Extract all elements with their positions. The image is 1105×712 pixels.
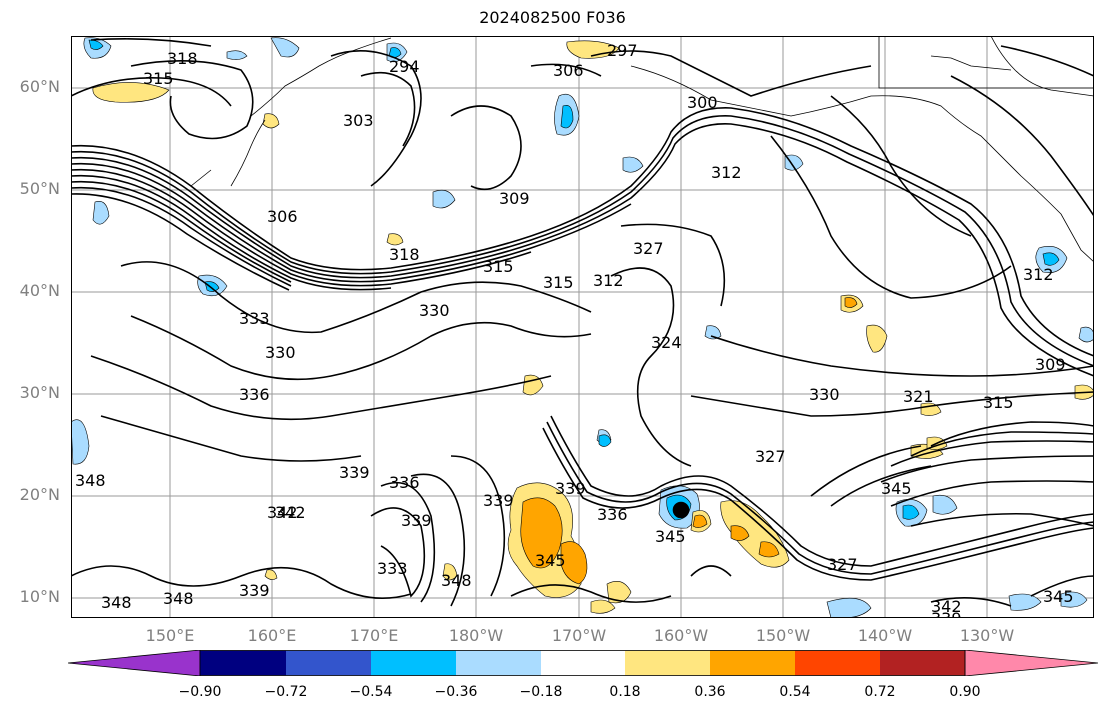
colorbar-extend-low [68,650,201,676]
contour-label: 309 [499,189,530,208]
shaded-patches [71,37,1094,618]
contour-label: 339 [931,609,962,618]
contour-label: 348 [101,593,132,612]
contour-label: 315 [983,393,1014,412]
lat-label-20n: 20°N [19,485,60,504]
contour-label: 309 [1035,355,1066,374]
contour-label: 345 [1043,587,1074,606]
contour-label: 336 [389,473,420,492]
lon-label-150e: 150°E [145,626,195,645]
contour-lines [71,38,1094,607]
contour-label: 333 [239,309,270,328]
colorbar-bin [710,650,795,676]
contour-label: 345 [881,479,912,498]
map-frame [71,36,1094,618]
colorbar-tick: 0.18 [609,684,641,700]
colorbar-tick: −0.90 [178,684,222,700]
colorbar-extend-high [964,650,1098,676]
contour-label: 339 [239,581,270,600]
contour-label: 342 [267,503,298,522]
contour-label: 339 [555,479,586,498]
contour-label: 336 [239,385,270,404]
colorbar-tick: −0.72 [264,684,308,700]
colorbar-bin [625,650,710,676]
colorbar-bin [880,650,965,676]
coastlines [190,36,1094,263]
colorbar-tick: −0.18 [519,684,563,700]
contour-label: 318 [167,49,198,68]
contour-label: 330 [809,385,840,404]
contour-label-group: 318 315 294 297 306 303 300 309 306 312 … [75,41,1074,618]
contour-label: 339 [483,491,514,510]
lon-label-160w: 160°W [653,626,709,645]
colorbar-tick: 0.54 [779,684,811,700]
colorbar-tick: 0.72 [864,684,896,700]
contour-label: 327 [755,447,786,466]
lon-label-170w: 170°W [551,626,607,645]
map-background [71,36,1094,618]
contour-label: 330 [419,301,450,320]
lat-label-40n: 40°N [19,281,60,300]
lat-label-60n: 60°N [19,77,60,96]
contour-label: 342 [275,503,306,522]
contour-label: 306 [267,207,298,226]
colorbar-tick: −0.36 [434,684,478,700]
colorbar-bin [286,650,371,676]
colorbar-bin [200,650,286,676]
colorbar-bin [456,650,541,676]
colorbar-tick: 0.36 [694,684,726,700]
contour-label: 315 [483,257,514,276]
contour-label: 315 [543,273,574,292]
lat-label-10n: 10°N [19,587,60,606]
colorbar [68,650,1098,676]
colorbar-bin [371,650,456,676]
contour-label: 318 [389,245,420,264]
contour-label: 348 [163,589,194,608]
contour-label: 321 [903,387,934,406]
contour-label: 348 [75,471,106,490]
contour-label: 312 [711,163,742,182]
contour-label: 333 [377,559,408,578]
contour-label: 327 [633,239,664,258]
contour-label: 345 [655,527,686,546]
contour-label: 342 [931,597,962,616]
lat-label-30n: 30°N [19,383,60,402]
contour-label: 312 [593,271,624,290]
lon-label-150w: 150°W [755,626,811,645]
contour-label: 312 [1023,265,1054,284]
colorbar-frame [199,650,966,676]
contour-label: 297 [607,41,638,60]
lat-label-50n: 50°N [19,179,60,198]
colorbar-bin [541,650,625,676]
lon-label-180w: 180°W [448,626,504,645]
lon-label-170e: 170°E [349,626,399,645]
contour-label: 330 [265,343,296,362]
contour-label: 306 [553,61,584,80]
lon-label-160e: 160°E [247,626,297,645]
contour-label: 339 [339,463,370,482]
map-title: 2024082500 F036 [479,8,626,27]
contour-label: 327 [827,555,858,574]
contour-label: 336 [597,505,628,524]
map-panel: 318 315 294 297 306 303 300 309 306 312 … [71,36,1094,618]
contour-label: 303 [343,111,374,130]
contour-label: 348 [441,571,472,590]
contour-label: 339 [401,511,432,530]
colorbar-tick: 0.90 [949,684,981,700]
colorbar-bin [795,650,880,676]
contour-label: 294 [389,57,420,76]
contour-label: 300 [687,93,718,112]
contour-label: 345 [535,551,566,570]
contour-label: 324 [651,333,682,352]
colorbar-tick: −0.54 [349,684,393,700]
lon-label-140w: 140°W [857,626,913,645]
lon-label-130w: 130°W [959,626,1015,645]
contour-label: 315 [143,69,174,88]
